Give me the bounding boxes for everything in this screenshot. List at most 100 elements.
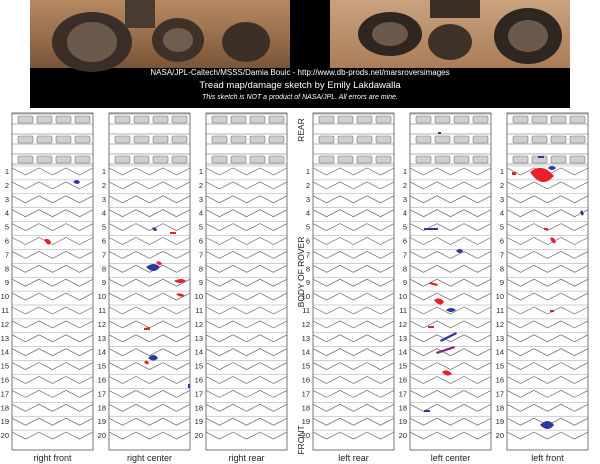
tread-chevron	[506, 223, 589, 231]
tread-chevron	[11, 223, 94, 231]
damage-mark	[438, 132, 441, 134]
row-number: 2	[500, 181, 504, 190]
damage-mark	[530, 167, 554, 183]
row-number: 8	[500, 264, 504, 273]
damage-mark	[428, 326, 434, 328]
row-number: 14	[195, 348, 203, 357]
row-number: 20	[1, 431, 9, 440]
tread-chevron	[108, 292, 191, 301]
tread-chevron	[108, 264, 191, 273]
row-number: 1	[199, 167, 203, 176]
row-number: 3	[403, 195, 407, 204]
side-labels: REAR BODY OF ROVER FRONT	[296, 118, 306, 454]
tread-chevron	[409, 195, 492, 204]
row-number: 18	[302, 403, 310, 412]
row-number: 5	[102, 223, 106, 232]
tread-chevron	[205, 292, 288, 301]
damage-mark	[550, 237, 556, 244]
tread-chevron	[409, 167, 492, 176]
row-number: 2	[102, 181, 106, 190]
row-number: 10	[195, 292, 203, 301]
photo-credit: NASA/JPL-Caltech/MSSS/Damia Bouic - http…	[150, 68, 450, 77]
row-number: 3	[5, 195, 9, 204]
row-number: 14	[1, 348, 9, 357]
tread-band	[410, 133, 491, 145]
wheel-label-right-front: right front	[33, 453, 72, 463]
sketch-title: Tread map/damage sketch by Emily Lakdawa…	[199, 80, 401, 91]
row-number: 8	[403, 264, 407, 273]
tread-chevron	[11, 251, 94, 259]
tread-chevron	[506, 264, 589, 273]
tread-chevron	[409, 403, 492, 412]
tread-chevron	[312, 237, 395, 245]
row-number: 11	[496, 306, 504, 315]
tread-chevron	[409, 209, 492, 218]
tread-chevron	[409, 376, 492, 384]
row-number: 2	[306, 181, 310, 190]
row-number: 12	[496, 320, 504, 329]
tread-chevron	[205, 209, 288, 218]
damage-mark	[442, 370, 452, 376]
tread-chevron	[506, 376, 589, 384]
tread-chevron	[11, 209, 94, 218]
row-number: 19	[98, 417, 106, 426]
tread-chevron	[312, 223, 395, 231]
tread-chevron	[205, 320, 288, 329]
tread-chevron	[312, 195, 395, 204]
row-number: 4	[5, 209, 9, 218]
row-number: 2	[199, 181, 203, 190]
damage-mark	[429, 282, 438, 286]
tread-chevron	[409, 251, 492, 259]
row-number: 3	[500, 195, 504, 204]
tread-chevron	[409, 362, 492, 370]
row-number: 13	[195, 334, 203, 343]
tread-chevron	[205, 167, 288, 176]
row-number: 1	[102, 167, 106, 176]
row-number: 10	[1, 292, 9, 301]
row-number: 20	[98, 431, 106, 440]
damage-mark	[540, 421, 554, 429]
wheel-label-right-center: right center	[127, 453, 172, 463]
damage-mark	[434, 298, 444, 305]
row-number: 9	[403, 278, 407, 287]
tread-chevron	[409, 237, 492, 245]
row-number: 11	[399, 306, 407, 315]
tread-chevron	[506, 348, 589, 357]
row-number: 20	[195, 431, 203, 440]
tread-chevron	[312, 167, 395, 176]
row-number: 15	[496, 362, 504, 371]
tread-chevron	[312, 292, 395, 301]
tread-chevron	[409, 278, 492, 287]
tread-chevron	[11, 237, 94, 245]
row-number: 3	[199, 195, 203, 204]
tread-band	[12, 133, 93, 145]
damage-mark	[156, 261, 162, 266]
row-number: 10	[496, 292, 504, 301]
tread-chevron	[506, 320, 589, 329]
row-number: 7	[102, 250, 106, 259]
tread-chevron	[108, 403, 191, 412]
tread-chevron	[409, 306, 492, 315]
front-label: FRONT	[296, 425, 306, 454]
tread-chevron	[409, 264, 492, 273]
row-number: 6	[199, 237, 203, 246]
damage-mark	[456, 249, 463, 253]
tread-chevron	[11, 403, 94, 412]
tread-chevron	[506, 403, 589, 412]
row-number: 9	[500, 278, 504, 287]
damage-mark	[548, 166, 556, 170]
row-number: 20	[302, 431, 310, 440]
damage-mark	[170, 232, 176, 234]
row-number: 13	[1, 334, 9, 343]
row-number: 9	[5, 278, 9, 287]
row-number: 16	[195, 376, 203, 385]
row-number: 12	[195, 320, 203, 329]
row-number: 15	[1, 362, 9, 371]
row-number: 1	[306, 167, 310, 176]
tread-chevron	[506, 292, 589, 301]
tread-chevron	[205, 403, 288, 412]
row-number: 7	[403, 250, 407, 259]
